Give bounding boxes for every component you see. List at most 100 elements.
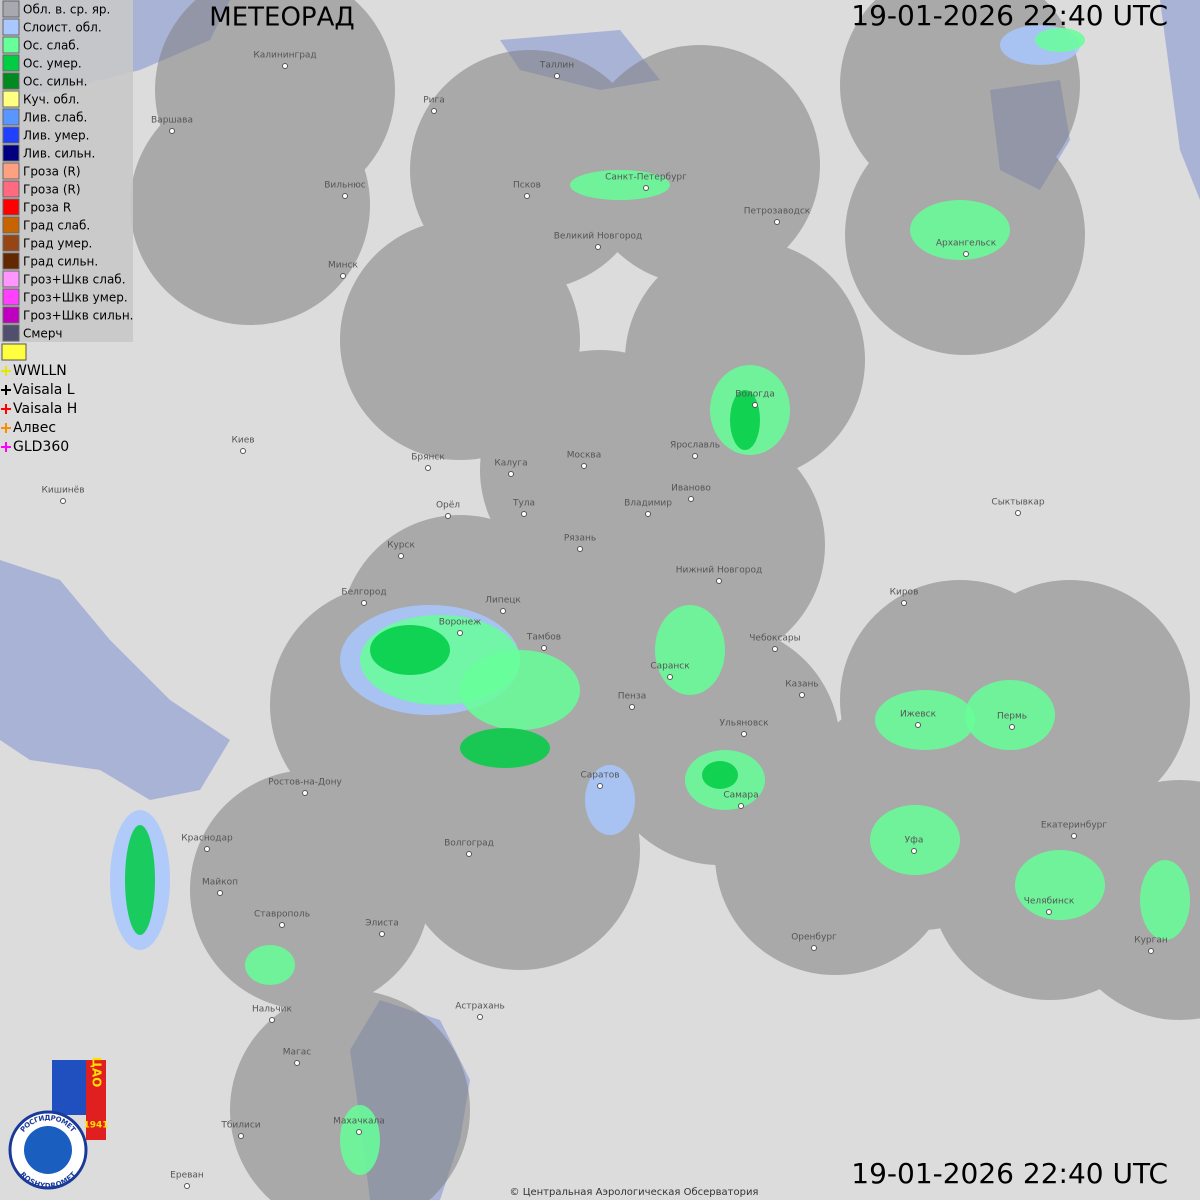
precip-area xyxy=(460,650,580,730)
city-dot xyxy=(911,848,917,854)
city-label: Екатеринбург xyxy=(1041,821,1107,831)
legend-label: Гроз+Шкв слаб. xyxy=(23,273,126,287)
legend-label: Гроза (R) xyxy=(23,165,81,179)
city-label: Варшава xyxy=(151,116,193,126)
city-label: Тбилиси xyxy=(220,1121,260,1131)
city-label: Ставрополь xyxy=(254,910,310,920)
city-label: Ростов-на-Дону xyxy=(268,778,342,788)
network-marker xyxy=(1,366,11,376)
city-dot xyxy=(294,1060,300,1066)
city-dot xyxy=(799,692,805,698)
city-dot xyxy=(811,945,817,951)
precip-area xyxy=(655,605,725,695)
network-marker xyxy=(1,385,11,395)
city-label: Орёл xyxy=(436,501,460,511)
city-label: Астрахань xyxy=(455,1002,505,1012)
legend-swatch xyxy=(2,126,20,144)
legend-swatch xyxy=(2,108,20,126)
city-label: Пермь xyxy=(997,712,1027,722)
city-label: Воронеж xyxy=(439,618,481,628)
precip-area xyxy=(585,765,635,835)
city-dot xyxy=(521,511,527,517)
city-label: Белгород xyxy=(341,588,386,598)
city-label: Таллин xyxy=(539,61,574,71)
city-dot xyxy=(466,851,472,857)
city-label: Казань xyxy=(785,680,818,690)
legend-swatch xyxy=(2,306,20,324)
legend-swatch xyxy=(2,54,20,72)
precip-area xyxy=(702,761,738,789)
precip-area xyxy=(870,805,960,875)
network-marker xyxy=(1,423,11,433)
legend-swatch xyxy=(2,72,20,90)
city-dot xyxy=(541,645,547,651)
title: МЕТЕОРАД xyxy=(209,3,354,33)
legend-label: Град слаб. xyxy=(23,219,90,233)
legend-label: Ос. сильн. xyxy=(23,75,87,89)
city-label: Киев xyxy=(231,436,254,446)
radar-circle xyxy=(580,45,820,285)
legend-swatch xyxy=(2,252,20,270)
city-label: Ярославль xyxy=(670,441,720,451)
city-dot xyxy=(963,251,969,257)
city-label: Иваново xyxy=(671,484,711,494)
city-dot xyxy=(279,922,285,928)
city-label: Вильнюс xyxy=(324,181,366,191)
legend-swatch xyxy=(2,216,20,234)
city-dot xyxy=(269,1017,275,1023)
legend-label: Гроза (R) xyxy=(23,183,81,197)
city-dot xyxy=(915,722,921,728)
legend-label: Ос. слаб. xyxy=(23,39,80,53)
city-dot xyxy=(204,846,210,852)
copyright: © Центральная Аэрологическая Обсерватори… xyxy=(510,1187,759,1198)
city-dot xyxy=(508,471,514,477)
logo-flag xyxy=(86,1060,106,1140)
city-dot xyxy=(457,630,463,636)
city-dot xyxy=(238,1133,244,1139)
city-dot xyxy=(688,496,694,502)
city-label: Липецк xyxy=(485,596,521,606)
precip-area xyxy=(1140,860,1190,940)
precip-area xyxy=(965,680,1055,750)
city-label: Петрозаводск xyxy=(744,207,811,217)
logo-year: 1941 xyxy=(83,1121,108,1131)
city-label: Кишинёв xyxy=(41,486,84,496)
network-label: Алвес xyxy=(13,420,56,436)
city-label: Сыктывкар xyxy=(991,498,1044,508)
city-dot xyxy=(1071,833,1077,839)
city-dot xyxy=(629,704,635,710)
city-label: Махачкала xyxy=(333,1117,385,1127)
city-label: Нальчик xyxy=(252,1005,293,1015)
city-label: Архангельск xyxy=(936,239,997,249)
city-dot xyxy=(302,790,308,796)
legend-label: Гроз+Шкв сильн. xyxy=(23,309,133,323)
network-label: WWLLN xyxy=(13,363,67,379)
city-label: Курск xyxy=(387,541,415,551)
legend-swatch xyxy=(2,162,20,180)
city-label: Калининград xyxy=(253,51,316,61)
city-label: Вологда xyxy=(735,390,774,400)
city-dot xyxy=(425,465,431,471)
legend-swatch xyxy=(2,0,20,18)
city-dot xyxy=(500,608,506,614)
city-label: Калуга xyxy=(494,459,527,469)
city-label: Магас xyxy=(283,1048,312,1058)
city-dot xyxy=(577,546,583,552)
city-label: Краснодар xyxy=(181,834,233,844)
city-label: Рязань xyxy=(564,534,596,544)
city-label: Псков xyxy=(513,181,541,191)
city-dot xyxy=(1148,948,1154,954)
city-dot xyxy=(217,890,223,896)
city-dot xyxy=(184,1183,190,1189)
city-label: Ереван xyxy=(170,1171,204,1181)
city-label: Киров xyxy=(890,588,919,598)
legend-label: Град сильн. xyxy=(23,255,98,269)
timestamp: 19-01-2026 22:40 UTC xyxy=(851,1157,1168,1190)
precip-area xyxy=(1015,850,1105,920)
legend-label: Лив. слаб. xyxy=(23,111,87,125)
city-dot xyxy=(169,128,175,134)
legend-swatch xyxy=(2,180,20,198)
legend-swatch xyxy=(2,90,20,108)
network-label: Vaisala H xyxy=(13,401,77,417)
